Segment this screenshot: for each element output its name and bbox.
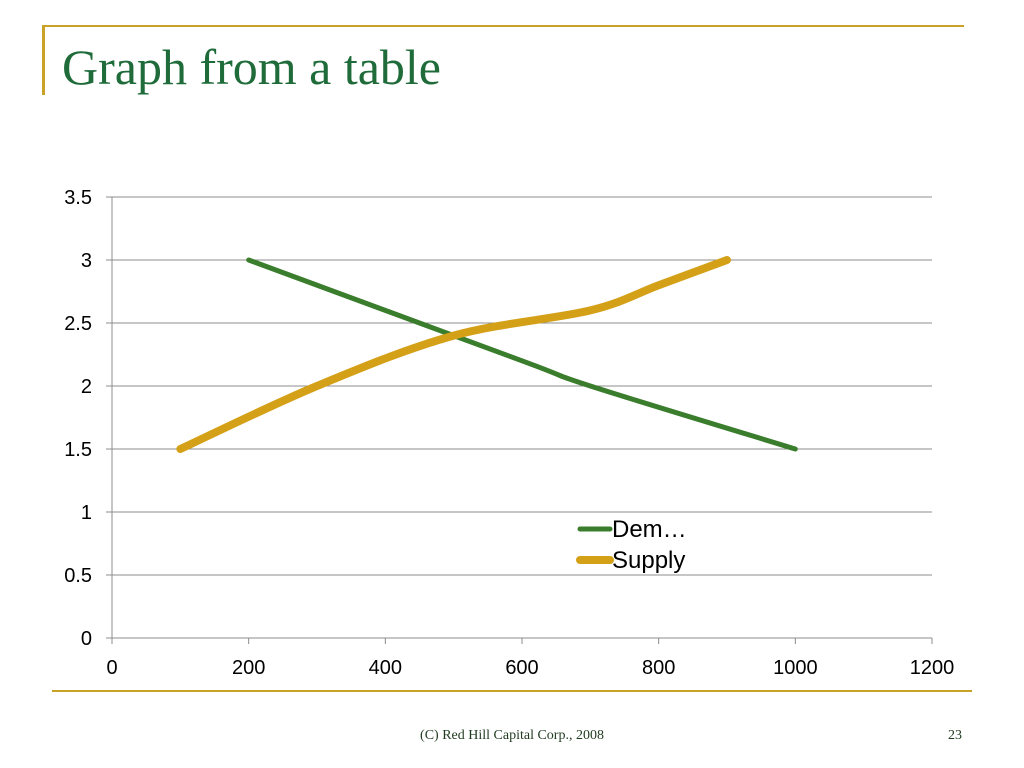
y-tick-label: 1.5 <box>64 439 92 461</box>
slide-title: Graph from a table <box>62 39 442 95</box>
legend: Dem… Supply <box>576 516 687 574</box>
x-axis-ticks: 0 200 400 600 800 1000 1200 <box>106 657 954 679</box>
footer-rule <box>52 690 972 692</box>
legend-label: Dem… <box>612 516 687 543</box>
y-tick-label: 1 <box>81 502 92 524</box>
y-tick-label: 2 <box>81 376 92 398</box>
accent-vertical-rule <box>42 25 45 95</box>
x-tick-label: 800 <box>642 657 675 679</box>
x-tick-label: 600 <box>505 657 538 679</box>
legend-label: Supply <box>612 547 685 574</box>
chart-axes <box>106 196 933 644</box>
grid-lines <box>112 196 932 576</box>
y-tick-label: 0 <box>81 628 92 650</box>
series-line-supply <box>176 256 731 453</box>
footer-copyright: (C) Red Hill Capital Corp., 2008 <box>420 728 604 743</box>
y-tick-label: 0.5 <box>64 565 92 587</box>
y-tick-label: 3 <box>81 250 92 272</box>
accent-top-rule <box>42 25 964 27</box>
y-axis-ticks: 0 0.5 1 1.5 2 2.5 3 3.5 <box>64 187 92 650</box>
series-lines <box>176 256 798 453</box>
x-tick-label: 400 <box>369 657 402 679</box>
x-tick-label: 1200 <box>910 657 955 679</box>
y-tick-label: 2.5 <box>64 313 92 335</box>
y-tick-label: 3.5 <box>64 187 92 209</box>
x-tick-label: 0 <box>106 657 117 679</box>
series-line-demand <box>246 257 798 452</box>
line-chart: 0 0.5 1 1.5 2 2.5 3 3.5 0 200 400 600 800 1000 1200 D… <box>64 187 954 679</box>
x-tick-label: 200 <box>232 657 265 679</box>
x-tick-label: 1000 <box>773 657 818 679</box>
page-number: 23 <box>948 728 962 743</box>
